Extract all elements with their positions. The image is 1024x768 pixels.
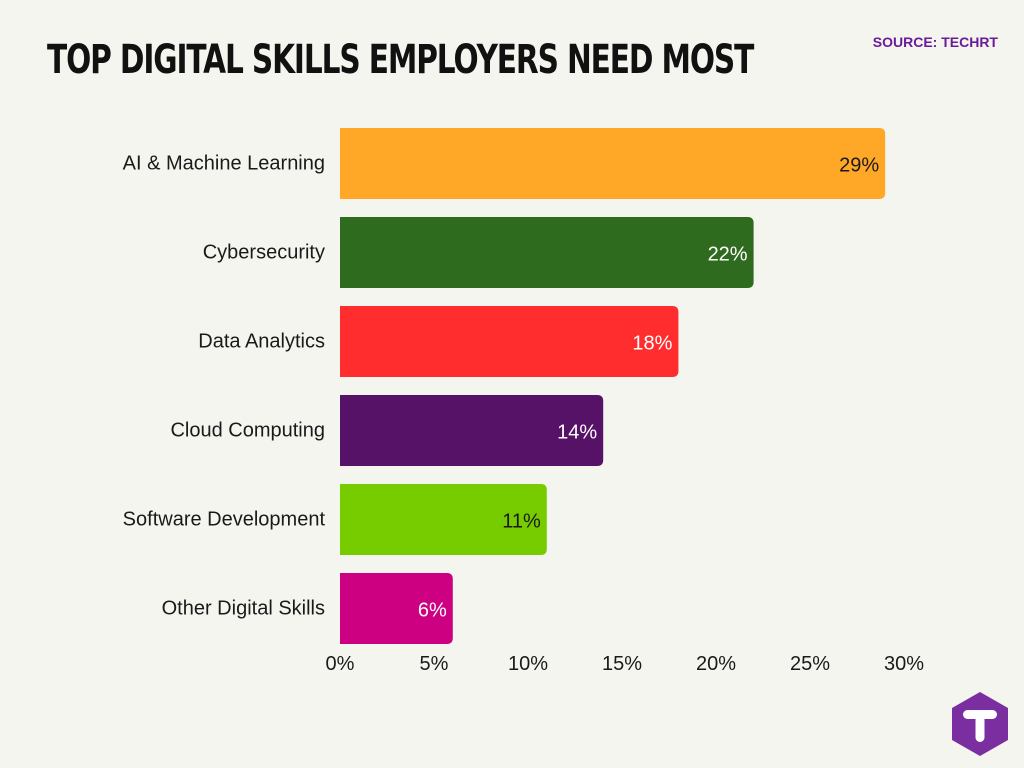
category-label-software-development: Software Development	[123, 509, 326, 531]
bar-cloud-computing	[340, 395, 604, 466]
category-label-cybersecurity: Cybersecurity	[203, 242, 325, 264]
bar-other-digital-skills	[340, 573, 453, 644]
value-label-ai-and-machine-learning: 29%	[839, 155, 879, 177]
value-label-cybersecurity: 22%	[708, 244, 748, 266]
x-tick-label: 30%	[884, 653, 924, 675]
category-label-ai-and-machine-learning: AI & Machine Learning	[123, 153, 325, 175]
value-label-cloud-computing: 14%	[557, 422, 597, 444]
bars-group	[340, 128, 886, 644]
category-label-other-digital-skills: Other Digital Skills	[162, 598, 325, 620]
x-tick-label: 10%	[508, 653, 548, 675]
value-label-software-development: 11%	[502, 511, 541, 533]
page-title: TOP DIGITAL SKILLS EMPLOYERS NEED MOST	[47, 37, 754, 83]
category-labels-group: AI & Machine Learning Cybersecurity Data A…	[123, 153, 326, 620]
x-tick-label: 25%	[790, 653, 830, 675]
category-label-cloud-computing: Cloud Computing	[170, 420, 325, 442]
x-tick-label: 5%	[420, 653, 449, 675]
bar-cybersecurity	[340, 217, 754, 288]
source-label: SOURCE: TECHRT	[872, 34, 998, 50]
value-label-data-analytics: 18%	[632, 333, 672, 355]
bar-software-development	[340, 484, 547, 555]
bar-data-analytics	[340, 306, 679, 377]
value-labels-group: 29% 22% 18% 14% 11% 6%	[418, 155, 880, 622]
value-label-other-digital-skills: 6%	[418, 600, 447, 622]
x-axis-ticks-group: 0% 5% 10% 15% 20% 25% 30%	[326, 653, 925, 675]
category-label-data-analytics: Data Analytics	[198, 331, 325, 353]
x-tick-label: 15%	[602, 653, 642, 675]
x-tick-label: 0%	[326, 653, 355, 675]
x-tick-label: 20%	[696, 653, 736, 675]
techrt-logo-icon	[952, 692, 1008, 756]
bar-ai-and-machine-learning	[340, 128, 886, 199]
